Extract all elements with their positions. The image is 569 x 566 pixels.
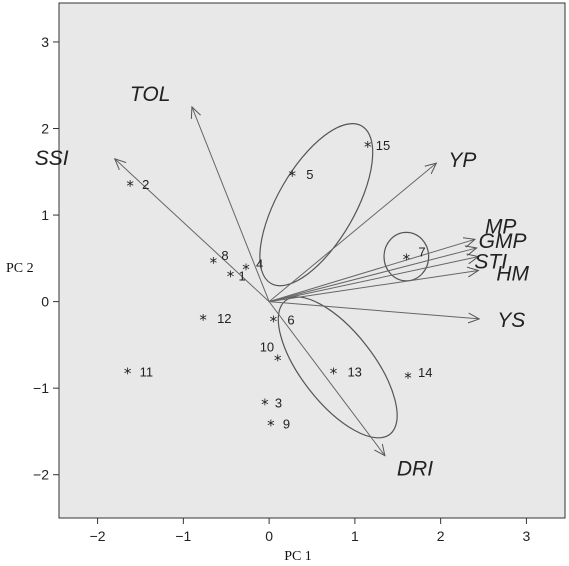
vector-arrow-sti: [269, 257, 478, 303]
genotype-point-3: *: [261, 396, 269, 414]
genotype-point-11: *: [124, 365, 132, 383]
y-tick-label: 0: [41, 294, 49, 310]
y-tick-label: −1: [33, 380, 49, 396]
y-tick-label: −2: [33, 467, 49, 483]
vector-arrow-yp: [268, 163, 436, 302]
genotype-label-13: 13: [347, 365, 361, 380]
vector-arrow-gmp: [268, 248, 477, 303]
genotype-label-7: 7: [418, 244, 425, 259]
genotype-label-11: 11: [140, 365, 154, 380]
y-axis-title: PC 2: [6, 261, 34, 276]
vector-label-dri: DRI: [397, 458, 433, 481]
genotype-label-9: 9: [283, 417, 290, 432]
genotype-label-3: 3: [275, 396, 282, 411]
vector-arrow-dri: [268, 301, 385, 456]
vector-label-mp: MP: [485, 215, 517, 238]
vector-arrow-ssi: [115, 159, 270, 302]
genotype-label-1: 1: [239, 269, 246, 284]
y-tick-label: 2: [41, 121, 49, 137]
genotype-point-8: *: [210, 254, 218, 272]
genotype-label-14: 14: [418, 365, 432, 380]
genotype-label-15: 15: [376, 138, 390, 153]
genotype-label-10: 10: [260, 340, 274, 355]
x-tick-label: 0: [265, 528, 273, 544]
genotype-point-5: *: [289, 167, 297, 185]
x-tick-label: 3: [523, 528, 531, 544]
vector-label-sti: STI: [474, 251, 507, 274]
vector-label-ssi: SSI: [35, 147, 69, 170]
genotype-point-6: *: [270, 313, 278, 331]
genotype-point-15: *: [364, 138, 372, 156]
vector-label-gmp: GMP: [479, 230, 527, 253]
vector-label-ys: YS: [497, 309, 525, 332]
x-tick-label: −1: [175, 528, 191, 544]
genotype-label-6: 6: [287, 313, 294, 328]
genotype-point-4: *: [242, 261, 250, 279]
genotype-point-13: *: [330, 365, 338, 383]
x-tick-label: 2: [437, 528, 445, 544]
y-tick-label: 3: [41, 34, 49, 50]
genotype-point-2: *: [126, 177, 134, 195]
genotype-point-12: *: [199, 311, 207, 329]
x-tick-label: −2: [90, 528, 106, 544]
vector-arrow-hm: [269, 270, 478, 303]
cluster-ellipse-3: [277, 296, 398, 439]
plot-area: [58, 2, 566, 519]
cluster-ellipse-1: [259, 123, 374, 287]
vector-label-yp: YP: [448, 149, 476, 172]
genotype-point-7: *: [403, 250, 411, 268]
genotype-point-9: *: [267, 417, 275, 435]
genotype-label-4: 4: [256, 257, 263, 272]
genotype-label-12: 12: [217, 311, 231, 326]
genotype-point-10: *: [274, 352, 282, 370]
genotype-label-5: 5: [306, 167, 313, 182]
genotype-point-1: *: [227, 268, 235, 286]
genotype-point-14: *: [404, 369, 412, 387]
x-tick-label: 1: [351, 528, 359, 544]
vector-arrow-ys: [269, 301, 479, 319]
y-tick-label: 1: [41, 207, 49, 223]
vector-arrow-tol: [192, 107, 270, 302]
vector-arrow-mp: [268, 239, 475, 303]
genotype-label-2: 2: [142, 177, 149, 192]
ellipses-layer: [259, 123, 430, 439]
x-axis-title: PC 1: [284, 549, 312, 564]
vector-label-tol: TOL: [130, 83, 170, 106]
vector-label-hm: HM: [496, 262, 529, 285]
points-layer: * 1* 2* 3* 4* 5* 6* 7* 8* 9*10* 11* 12* 13 * 14* 15: [124, 138, 433, 435]
genotype-label-8: 8: [221, 248, 228, 263]
